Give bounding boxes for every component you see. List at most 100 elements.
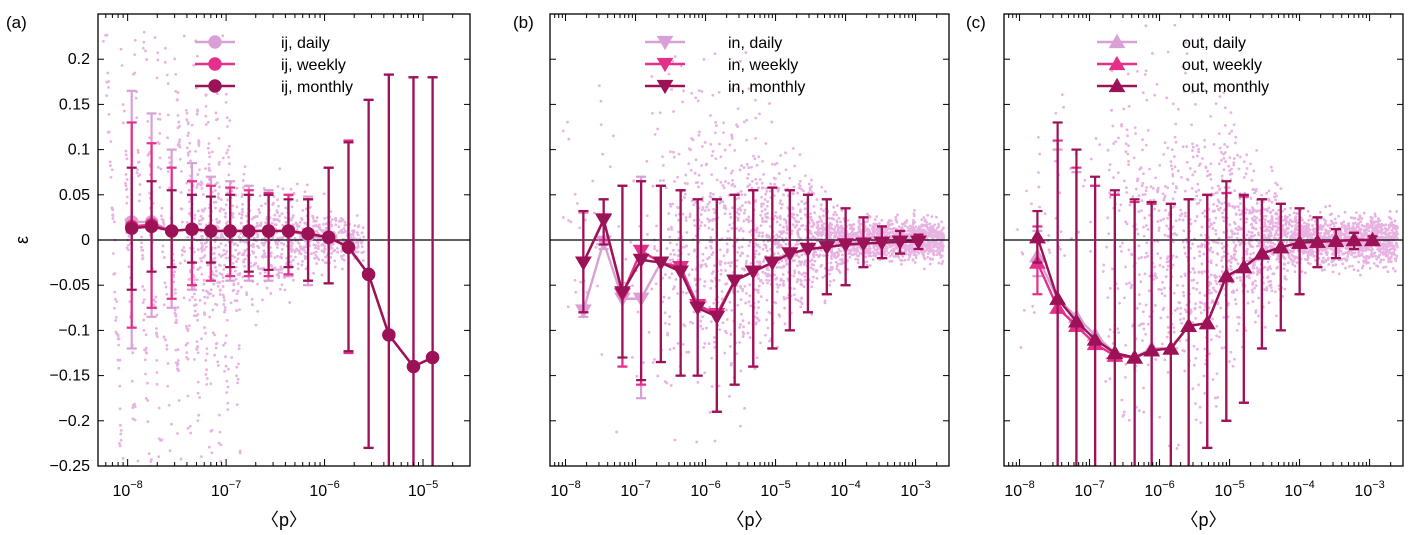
scatter-point	[701, 206, 705, 209]
scatter-point	[1203, 391, 1207, 395]
scatter-point	[722, 121, 725, 125]
scatter-point	[820, 185, 824, 189]
scatter-point	[1265, 191, 1269, 195]
scatter-point	[1163, 286, 1166, 290]
scatter-point	[238, 449, 242, 453]
scatter-point	[205, 352, 209, 356]
series-daily	[575, 175, 927, 413]
scatter-point	[254, 231, 258, 235]
scatter-point	[696, 99, 700, 103]
scatter-point	[760, 202, 763, 206]
scatter-point	[192, 63, 196, 67]
scatter-point	[940, 254, 944, 258]
scatter-point	[769, 182, 773, 186]
scatter-point	[294, 249, 297, 253]
scatter-point	[342, 254, 345, 257]
scatter-point	[925, 220, 929, 224]
scatter-point	[815, 198, 819, 202]
scatter-point	[926, 234, 929, 238]
scatter-point	[761, 270, 765, 274]
scatter-point	[935, 215, 938, 219]
scatter-point	[758, 178, 762, 181]
scatter-point	[738, 326, 742, 329]
scatter-point	[937, 222, 940, 226]
scatter-point	[107, 86, 110, 89]
scatter-point	[778, 314, 782, 318]
scatter-point	[218, 430, 222, 434]
scatter-point	[145, 58, 149, 61]
scatter-point	[828, 235, 832, 239]
y-tick-label: −0.2	[58, 413, 90, 430]
data-marker	[261, 224, 276, 238]
scatter-point	[841, 228, 845, 231]
scatter-point	[193, 250, 196, 254]
scatter-point	[166, 82, 170, 85]
scatter-point	[600, 353, 604, 356]
scatter-point	[871, 232, 875, 236]
scatter-point	[828, 283, 832, 287]
scatter-point	[173, 308, 177, 312]
scatter-point	[118, 423, 122, 427]
scatter-point	[180, 207, 184, 211]
scatter-point	[758, 231, 761, 235]
scatter-point	[273, 223, 277, 227]
scatter-point	[162, 335, 166, 339]
scatter-point	[158, 112, 162, 116]
scatter-point	[339, 255, 343, 258]
scatter-point	[835, 204, 839, 207]
scatter-point	[668, 348, 672, 351]
scatter-point	[773, 162, 777, 166]
scatter-point	[1197, 164, 1201, 167]
scatter-point	[198, 168, 201, 172]
scatter-point	[241, 179, 245, 182]
scatter-point	[887, 231, 891, 235]
scatter-point	[255, 224, 259, 228]
scatter-point	[1191, 155, 1195, 159]
scatter-point	[332, 249, 336, 253]
scatter-point	[803, 278, 807, 282]
scatter-point	[264, 240, 268, 243]
scatter-point	[905, 219, 909, 222]
scatter-point	[105, 94, 109, 98]
scatter-point	[796, 233, 800, 236]
scatter-point	[240, 473, 243, 476]
scatter-point	[214, 200, 218, 204]
scatter-point	[281, 223, 285, 227]
scatter-point	[111, 252, 115, 255]
scatter-point	[356, 250, 360, 254]
data-marker	[281, 224, 296, 238]
series-monthly	[575, 180, 927, 413]
scatter-point	[632, 179, 635, 183]
scatter-point	[177, 143, 181, 147]
scatter-point	[165, 347, 169, 351]
scatter-point	[804, 228, 808, 231]
scatter-point	[739, 227, 743, 230]
scatter-point	[722, 206, 726, 209]
scatter-point	[200, 241, 203, 245]
scatter-point	[686, 182, 689, 186]
scatter-point	[251, 245, 255, 249]
scatter-point	[890, 252, 894, 256]
scatter-point	[109, 140, 113, 143]
scatter-point	[289, 244, 293, 247]
scatter-point	[853, 234, 857, 237]
chart-panel-b: 10−8 10−7 10−6 10−5 10−4 10−3〈p〉(b)in, dailyi…	[513, 13, 950, 530]
scatter-point	[777, 172, 781, 175]
scatter-point	[361, 259, 365, 262]
scatter-point	[213, 353, 217, 357]
scatter-point	[729, 171, 733, 175]
scatter-point	[224, 256, 228, 260]
scatter-point	[757, 186, 760, 190]
scatter-point	[235, 186, 239, 190]
scatter-point	[176, 114, 180, 117]
scatter-point	[876, 247, 880, 250]
data-marker	[652, 256, 670, 271]
scatter-point	[265, 221, 268, 225]
scatter-point	[252, 263, 256, 267]
scatter-point	[681, 212, 685, 216]
scatter-point	[677, 152, 681, 156]
scatter-point	[784, 242, 788, 246]
scatter-point	[778, 265, 782, 269]
x-axis-label: 〈p〉	[261, 510, 307, 530]
